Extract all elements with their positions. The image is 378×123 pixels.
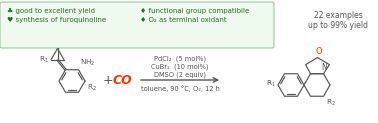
Text: ♥ synthesis of furoquinoline: ♥ synthesis of furoquinoline: [7, 17, 106, 23]
Text: CuBr₂  (10 mol%): CuBr₂ (10 mol%): [151, 64, 209, 70]
Text: +: +: [103, 74, 113, 86]
Text: PdCl₂  (5 mol%): PdCl₂ (5 mol%): [154, 56, 206, 62]
Text: ♣ good to excellent yield: ♣ good to excellent yield: [7, 8, 95, 14]
Text: N: N: [321, 63, 327, 72]
Text: CO: CO: [112, 74, 132, 86]
FancyBboxPatch shape: [0, 2, 274, 48]
Text: ♦ functional group compatibile: ♦ functional group compatibile: [140, 8, 249, 14]
Text: DMSO (2 equiv): DMSO (2 equiv): [154, 72, 206, 78]
Text: R$_1$: R$_1$: [266, 79, 276, 89]
Text: R$_2$: R$_2$: [325, 98, 335, 108]
Text: up to 99% yield: up to 99% yield: [308, 21, 368, 30]
Text: R$_2$: R$_2$: [87, 83, 97, 93]
Text: R$_1$: R$_1$: [39, 55, 49, 65]
Text: toluene, 90 °C, O₂, 12 h: toluene, 90 °C, O₂, 12 h: [141, 86, 220, 92]
Text: O: O: [315, 47, 322, 56]
Text: 22 examples: 22 examples: [314, 10, 363, 20]
Text: NH$_2$: NH$_2$: [79, 58, 95, 68]
Text: ♦ O₂ as terminal oxidant: ♦ O₂ as terminal oxidant: [140, 17, 227, 23]
